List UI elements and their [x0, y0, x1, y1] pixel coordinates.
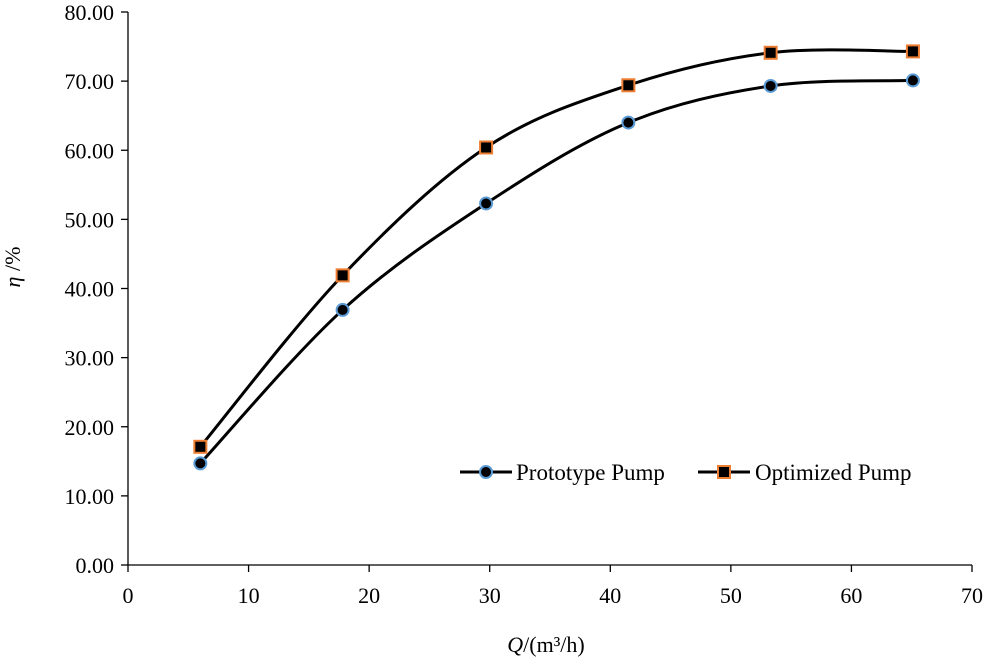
- x-axis-unit: /(m³/h): [523, 632, 585, 657]
- y-tick-label: 10.00: [65, 484, 115, 509]
- series-layer: [193, 44, 920, 471]
- y-axis-unit: /%: [0, 247, 25, 277]
- data-point-circle: [621, 115, 636, 130]
- data-point-square: [621, 78, 636, 93]
- series-2: [193, 44, 920, 454]
- y-tick-label: 30.00: [65, 346, 115, 371]
- x-tick-label: 10: [238, 583, 260, 608]
- x-tick-label: 50: [720, 583, 742, 608]
- legend-item: Optimized Pump: [698, 460, 912, 485]
- y-tick-label: 80.00: [65, 0, 115, 25]
- data-point-circle: [763, 78, 778, 93]
- legend: Prototype Pump Optimized Pump: [460, 460, 912, 485]
- data-point-square: [193, 439, 208, 454]
- data-point-circle: [905, 73, 920, 88]
- y-tick-label: 50.00: [65, 207, 115, 232]
- y-tick-label: 0.00: [76, 553, 115, 578]
- legend-item: Prototype Pump: [460, 460, 665, 485]
- x-tick-label: 60: [840, 583, 862, 608]
- series-line: [199, 48, 913, 448]
- legend-marker: [479, 465, 493, 479]
- data-point-square: [479, 140, 494, 155]
- data-point-square: [905, 44, 920, 59]
- x-tick-label: 40: [599, 583, 621, 608]
- y-tick-label: 20.00: [65, 415, 115, 440]
- y-axis-title: η /%: [0, 247, 25, 288]
- y-tick-label: 40.00: [65, 277, 115, 302]
- series-line: [199, 78, 913, 465]
- x-tick-label: 70: [961, 583, 983, 608]
- y-tick-label: 60.00: [65, 138, 115, 163]
- x-tick-label: 20: [358, 583, 380, 608]
- x-axis-symbol: Q: [507, 632, 523, 657]
- data-point-circle: [335, 302, 350, 317]
- x-tick-label: 30: [479, 583, 501, 608]
- series-1: [193, 73, 920, 471]
- y-axis-symbol: η: [0, 277, 25, 288]
- data-point-circle: [193, 456, 208, 471]
- x-axis-title: Q/(m³/h): [507, 632, 584, 657]
- data-point-square: [763, 45, 778, 60]
- legend-marker: [717, 465, 731, 479]
- axes: 0.00 10.00 20.00 30.00 40.00 50.00 60.00 70.00 8…: [65, 0, 984, 608]
- y-tick-label: 70.00: [65, 69, 115, 94]
- legend-label: Prototype Pump: [516, 460, 665, 485]
- data-point-square: [335, 268, 350, 283]
- data-point-circle: [479, 196, 494, 211]
- x-tick-label: 0: [123, 583, 134, 608]
- legend-label: Optimized Pump: [755, 460, 912, 485]
